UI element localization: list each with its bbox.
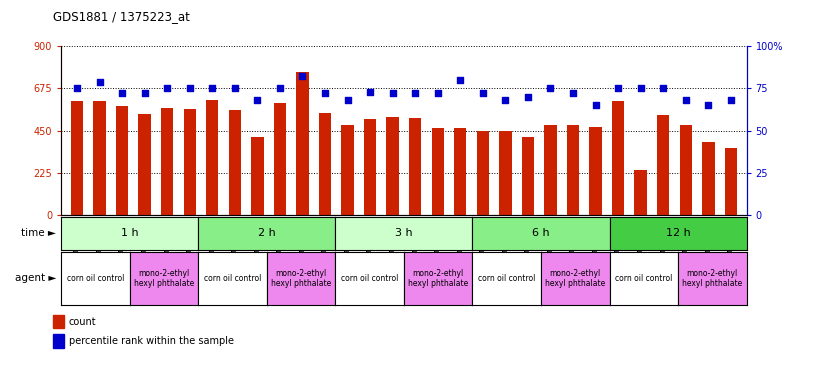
Bar	[116, 106, 128, 215]
Point	[364, 89, 377, 95]
Bar	[71, 101, 83, 215]
Bar	[184, 109, 196, 215]
Point	[228, 85, 242, 91]
Point	[544, 85, 557, 91]
Text: GDS1881 / 1375223_at: GDS1881 / 1375223_at	[53, 10, 190, 23]
Text: count: count	[69, 317, 96, 327]
Bar	[544, 124, 557, 215]
Bar	[139, 114, 151, 215]
Bar	[612, 101, 624, 215]
Text: mono-2-ethyl
hexyl phthalate: mono-2-ethyl hexyl phthalate	[682, 269, 743, 288]
Point	[93, 78, 106, 84]
Bar	[53, 315, 64, 328]
Point	[702, 102, 715, 108]
Point	[566, 90, 579, 96]
Point	[386, 90, 399, 96]
Bar	[364, 119, 376, 215]
Point	[70, 85, 83, 91]
Point	[341, 97, 354, 103]
Point	[251, 97, 264, 103]
Point	[521, 94, 534, 100]
Point	[657, 85, 670, 91]
Point	[296, 73, 309, 79]
Point	[273, 85, 286, 91]
Text: mono-2-ethyl
hexyl phthalate: mono-2-ethyl hexyl phthalate	[408, 269, 468, 288]
Bar	[680, 125, 692, 215]
Bar	[409, 118, 421, 215]
Point	[611, 85, 624, 91]
Bar	[206, 99, 219, 215]
Point	[206, 85, 219, 91]
Bar	[93, 101, 106, 215]
Point	[183, 85, 196, 91]
Bar	[589, 127, 601, 215]
Bar	[228, 110, 241, 215]
Text: corn oil control: corn oil control	[67, 274, 124, 283]
Point	[589, 102, 602, 108]
Bar	[273, 103, 286, 215]
Text: mono-2-ethyl
hexyl phthalate: mono-2-ethyl hexyl phthalate	[134, 269, 194, 288]
Bar	[161, 108, 173, 215]
Point	[725, 97, 738, 103]
Point	[318, 90, 331, 96]
Point	[116, 90, 129, 96]
Bar	[725, 148, 737, 215]
Bar	[657, 115, 669, 215]
Bar	[53, 334, 64, 348]
Bar	[387, 118, 399, 215]
Text: mono-2-ethyl
hexyl phthalate: mono-2-ethyl hexyl phthalate	[271, 269, 331, 288]
Text: mono-2-ethyl
hexyl phthalate: mono-2-ethyl hexyl phthalate	[545, 269, 605, 288]
Bar	[432, 128, 444, 215]
Text: 12 h: 12 h	[666, 228, 690, 238]
Bar	[454, 128, 467, 215]
Point	[454, 77, 467, 83]
Point	[499, 97, 512, 103]
Bar	[567, 124, 579, 215]
Point	[679, 97, 692, 103]
Text: corn oil control: corn oil control	[204, 274, 261, 283]
Bar	[499, 131, 512, 215]
Bar	[251, 137, 264, 215]
Bar	[702, 142, 715, 215]
Text: corn oil control: corn oil control	[478, 274, 535, 283]
Text: corn oil control: corn oil control	[615, 274, 672, 283]
Text: 6 h: 6 h	[532, 228, 550, 238]
Bar	[319, 113, 331, 215]
Point	[409, 90, 422, 96]
Text: agent ►: agent ►	[15, 273, 56, 283]
Text: 2 h: 2 h	[258, 228, 276, 238]
Bar	[635, 170, 647, 215]
Bar	[341, 125, 354, 215]
Point	[634, 85, 647, 91]
Text: 1 h: 1 h	[121, 228, 139, 238]
Point	[161, 85, 174, 91]
Point	[477, 90, 490, 96]
Bar	[521, 137, 534, 215]
Text: corn oil control: corn oil control	[341, 274, 398, 283]
Text: time ►: time ►	[21, 228, 56, 238]
Point	[431, 90, 444, 96]
Point	[138, 90, 151, 96]
Bar	[296, 72, 308, 215]
Text: percentile rank within the sample: percentile rank within the sample	[69, 336, 233, 346]
Text: 3 h: 3 h	[395, 228, 413, 238]
Bar	[477, 131, 489, 215]
